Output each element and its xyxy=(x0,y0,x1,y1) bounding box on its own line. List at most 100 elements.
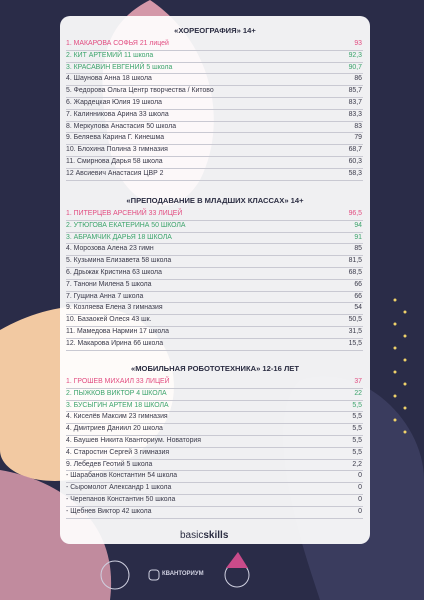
participant: 3. БУСЫГИН АРТЕМ 18 ШКОЛА xyxy=(66,401,169,409)
results-card: «ХОРЕОГРАФИЯ» 14+ 1. МАКАРОВА СОФЬЯ 21 ли… xyxy=(60,16,370,544)
result-row: 2. УТЮГОВА ЕКАТЕРИНА 50 ШКОЛА 94 xyxy=(66,220,363,233)
score: 60,3 xyxy=(348,158,362,165)
participant: 1. ГРОШЕВ МИХАИЛ 33 ЛИЦЕЙ xyxy=(66,378,170,385)
result-row: 11. Мамедова Нармин 17 школа 31,5 xyxy=(66,326,363,339)
result-row: 3. КРАСАВИН ЕВГЕНИЙ 5 школа 90,7 xyxy=(66,62,363,75)
result-row: - Шарабанов Константин 54 школа 0 xyxy=(66,470,363,484)
result-row: 5. Кузьмина Елизавета 58 школа 81,5 xyxy=(66,255,363,268)
result-row: 8. Меркулова Анастасия 50 школа 83 xyxy=(66,121,363,134)
score: 0 xyxy=(358,496,362,503)
result-row: 4. Киселёв Максим 23 гимназия 5,5 xyxy=(66,411,363,425)
score: 81,5 xyxy=(348,257,362,265)
score: 5,5 xyxy=(352,413,362,421)
participant: 1. ПИТЕРЦЕВ АРСЕНИЙ 33 ЛИЦЕЙ xyxy=(66,210,183,217)
result-row: 3. БУСЫГИН АРТЕМ 18 ШКОЛА 5,5 xyxy=(66,400,363,413)
score: 22 xyxy=(354,389,362,397)
result-row: - Черепанов Константин 50 школа 0 xyxy=(66,494,363,507)
result-row: 4. Баушев Никита Кванториум. Новатория 5,… xyxy=(66,435,363,448)
participant: 4. Дмитриев Даниил 20 школа xyxy=(66,425,163,433)
participant: 11. Мамедова Нармин 17 школа xyxy=(66,328,169,335)
participant: 2. КИТ АРТЕМИЙ 11 школа xyxy=(66,51,154,59)
participant: 5. Федорова Ольга Центр творчества / Кит… xyxy=(66,87,214,95)
participant: 4. Баушев Никита Кванториум. Новатория xyxy=(66,437,201,444)
score: 92,3 xyxy=(348,51,362,59)
brand-part: skills xyxy=(203,530,229,541)
participant: 7. Калинникова Арина 33 школа xyxy=(66,110,169,118)
score: 31,5 xyxy=(348,328,362,335)
score: 68,7 xyxy=(348,146,362,154)
result-row: 4. Морозова Алена 23 гимн 85 xyxy=(66,243,363,257)
score: 79 xyxy=(354,134,362,142)
brand: basicskills xyxy=(180,530,228,541)
result-row: 1. ПИТЕРЦЕВ АРСЕНИЙ 33 ЛИЦЕЙ 96,5 xyxy=(66,208,363,221)
participant: 11. Смирнова Дарья 58 школа xyxy=(66,158,163,165)
score: 96,5 xyxy=(348,210,362,217)
result-row: 4. Дмитриев Даниил 20 школа 5,5 xyxy=(66,423,363,436)
score: 15,5 xyxy=(348,339,362,347)
section-title: «ХОРЕОГРАФИЯ» 14+ xyxy=(174,26,256,35)
score: 0 xyxy=(358,472,362,480)
result-row: 2. ПЫЖКОВ ВИКТОР 4 ШКОЛА 22 xyxy=(66,388,363,401)
result-row: 5. Федорова Ольга Центр творчества / Кит… xyxy=(66,85,363,98)
participant: 9. Беляева Карина Г. Кинешма xyxy=(66,134,165,142)
result-row: 12. Макарова Ирина 66 школа 15,5 xyxy=(66,338,363,351)
result-row: 1. ГРОШЕВ МИХАИЛ 33 ЛИЦЕЙ 37 xyxy=(66,376,363,389)
score: 54 xyxy=(354,304,362,312)
participant: 7. Танони Милена 5 школа xyxy=(66,280,152,288)
score: 86 xyxy=(354,75,362,83)
score: 58,3 xyxy=(348,169,362,177)
participant: 8. Меркулова Анастасия 50 школа xyxy=(66,122,177,130)
section-title: «ПРЕПОДАВАНИЕ В МЛАДШИХ КЛАССАХ» 14+ xyxy=(126,196,304,205)
result-row: - Щебнев Виктор 42 школа 0 xyxy=(66,506,363,519)
participant: 1. МАКАРОВА СОФЬЯ 21 лицей xyxy=(66,40,169,47)
result-row: 4. Старостин Сергей 3 гимназия 5,5 xyxy=(66,447,363,460)
result-row: 7. Гущина Анна 7 школа 66 xyxy=(66,291,363,304)
score: 66 xyxy=(354,280,362,288)
score: 66 xyxy=(354,292,362,300)
score: 5,5 xyxy=(352,437,362,444)
participant: - Черепанов Константин 50 школа xyxy=(66,496,176,503)
participant: - Сыромолот Александр 1 школа xyxy=(66,484,172,492)
score: 85 xyxy=(354,245,362,253)
score: 68,5 xyxy=(348,269,362,276)
participant: 9. Лебедев Геотий 5 школа xyxy=(66,460,153,468)
participant: 4. Шаунова Анна 18 школа xyxy=(66,75,152,83)
score: 90,7 xyxy=(348,63,362,71)
score: 85,7 xyxy=(348,87,362,95)
score: 83,3 xyxy=(348,110,362,118)
result-row: - Сыромолот Александр 1 школа 0 xyxy=(66,482,363,495)
result-row: 10. Блохина Полина 3 гимназия 68,7 xyxy=(66,144,363,157)
participant: 4. Морозова Алена 23 гимн xyxy=(66,245,154,253)
score: 0 xyxy=(358,507,362,515)
score: 50,5 xyxy=(348,316,362,324)
logo-text: КВАНТОРИУМ xyxy=(162,571,204,577)
participant: 12 Авсиевич Анастасия ЦВР 2 xyxy=(66,169,164,177)
participant: 10. Базаокей Олеся 43 шк. xyxy=(66,316,152,324)
participant: 10. Блохина Полина 3 гимназия xyxy=(66,146,168,154)
score: 93 xyxy=(354,40,362,47)
result-row: 3. АБРАМЧИК ДАРЬЯ 18 ШКОЛА 91 xyxy=(66,232,363,245)
participant: 5. Кузьмина Елизавета 58 школа xyxy=(66,257,172,265)
score: 83 xyxy=(354,122,362,130)
result-row: 12 Авсиевич Анастасия ЦВР 2 58,3 xyxy=(66,168,363,181)
result-row: 4. Шаунова Анна 18 школа 86 xyxy=(66,73,363,87)
participant: 9. Козляева Елена 3 гимназия xyxy=(66,304,163,312)
score: 0 xyxy=(358,484,362,492)
score: 5,5 xyxy=(352,401,362,409)
participant: 2. УТЮГОВА ЕКАТЕРИНА 50 ШКОЛА xyxy=(66,221,186,229)
result-row: 9. Беляева Карина Г. Кинешма 79 xyxy=(66,132,363,146)
result-row: 2. КИТ АРТЕМИЙ 11 школа 92,3 xyxy=(66,50,363,63)
participant: 7. Гущина Анна 7 школа xyxy=(66,292,144,300)
result-row: 7. Калинникова Арина 33 школа 83,3 xyxy=(66,109,363,122)
section-title: «МОБИЛЬНАЯ РОБОТОТЕХНИКА» 12-16 ЛЕТ xyxy=(130,364,299,373)
participant: 4. Киселёв Максим 23 гимназия xyxy=(66,413,168,421)
participant: 4. Старостин Сергей 3 гимназия xyxy=(66,448,170,456)
result-row: 10. Базаокей Олеся 43 шк. 50,5 xyxy=(66,314,363,327)
participant: 6. Дрыжак Кристина 63 школа xyxy=(66,269,162,276)
result-row: 6. Дрыжак Кристина 63 школа 68,5 xyxy=(66,267,363,280)
score: 83,7 xyxy=(348,99,362,106)
result-row: 7. Танони Милена 5 школа 66 xyxy=(66,279,363,292)
score: 5,5 xyxy=(352,448,362,456)
result-row: 9. Козляева Елена 3 гимназия 54 xyxy=(66,302,363,316)
